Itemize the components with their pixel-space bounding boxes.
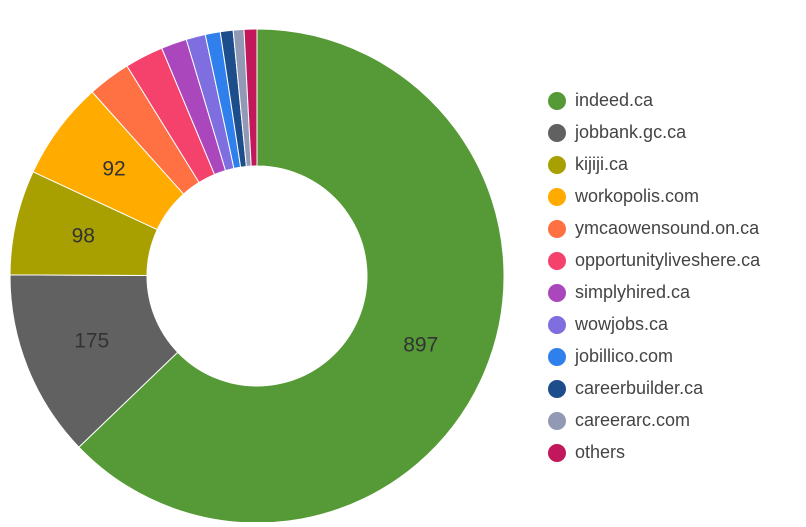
legend-label: wowjobs.ca: [574, 314, 669, 334]
legend-label: careerbuilder.ca: [575, 378, 704, 398]
legend-swatch: [548, 444, 566, 462]
legend-label: ymcaowensound.on.ca: [575, 218, 760, 238]
legend-label: indeed.ca: [575, 90, 654, 110]
legend-swatch: [548, 92, 566, 110]
legend-label: others: [575, 442, 625, 462]
legend-swatch: [548, 252, 566, 270]
data-label: 92: [102, 158, 125, 181]
legend-swatch: [548, 156, 566, 174]
legend-swatch: [548, 124, 566, 142]
data-label: 897: [403, 333, 438, 356]
legend-swatch: [548, 380, 566, 398]
legend-swatch: [548, 284, 566, 302]
legend-label: jobillico.com: [574, 346, 673, 366]
legend-label: kijiji.ca: [575, 154, 629, 174]
legend-label: jobbank.gc.ca: [574, 122, 687, 142]
legend-swatch: [548, 220, 566, 238]
data-label: 175: [74, 330, 109, 353]
legend-swatch: [548, 188, 566, 206]
legend-swatch: [548, 412, 566, 430]
donut-slice: [243, 28, 258, 167]
donut-slice: [78, 28, 505, 524]
legend-swatch: [548, 316, 566, 334]
legend-swatch: [548, 348, 566, 366]
data-label: 98: [72, 225, 95, 248]
legend-label: workopolis.com: [574, 186, 699, 206]
legend-label: opportunityliveshere.ca: [575, 250, 761, 270]
donut-slice: [9, 274, 179, 448]
legend-label: simplyhired.ca: [575, 282, 691, 302]
legend-label: careerarc.com: [575, 410, 690, 430]
